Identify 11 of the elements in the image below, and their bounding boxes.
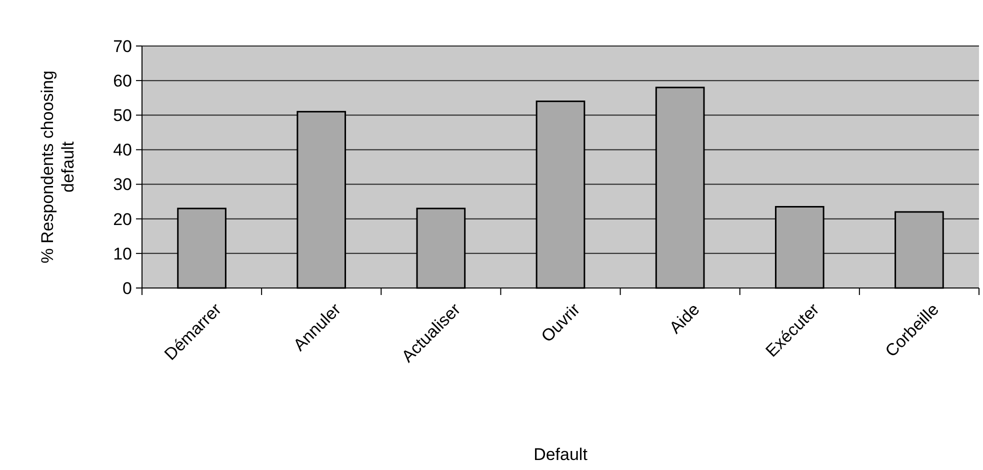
y-tick-label: 40 [113, 140, 132, 160]
y-tick-label: 0 [122, 278, 132, 298]
y-tick-label: 10 [113, 244, 132, 264]
y-tick-label: 60 [113, 72, 132, 91]
y-axis-title: % Respondents choosing default [38, 70, 78, 264]
y-tick-label: 50 [113, 106, 132, 126]
y-tick-label: 20 [113, 210, 132, 229]
x-axis-title: Default [534, 445, 588, 464]
y-tick-label: 30 [113, 175, 132, 194]
y-tick-label: 70 [113, 36, 132, 56]
x-tick-label: Aide [666, 300, 704, 338]
